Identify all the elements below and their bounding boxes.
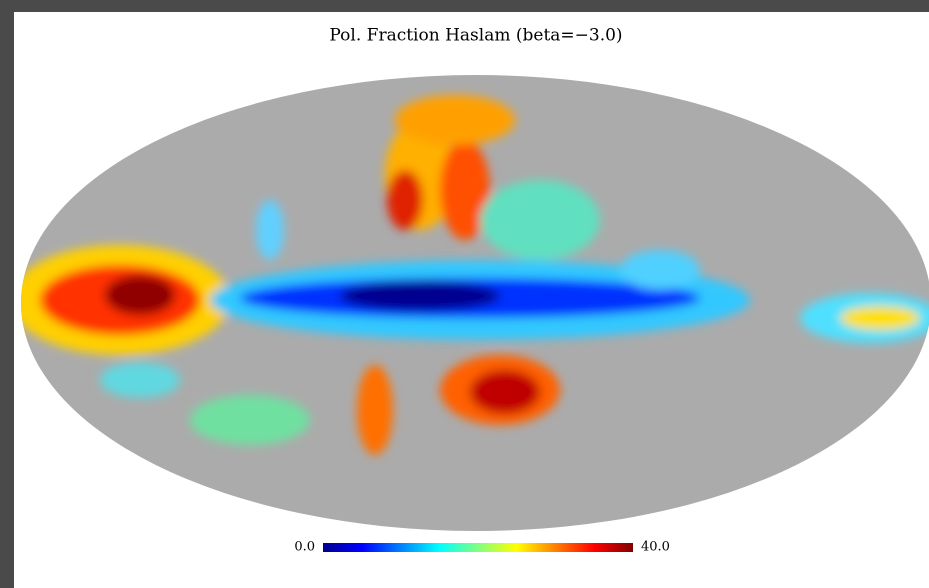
- colorbar-tick-label: 0.0: [294, 540, 315, 555]
- chart-title: Pol. Fraction Haslam (beta=−3.0): [329, 26, 622, 46]
- chart: Pol. Fraction Haslam (beta=−3.0) 0.0 40.0: [0, 0, 929, 588]
- colorbar-tick-label: 40.0: [641, 540, 670, 555]
- page: Pol. Fraction Haslam (beta=−3.0) 0.0 40.0…: [0, 0, 929, 588]
- colorbar: [323, 543, 633, 552]
